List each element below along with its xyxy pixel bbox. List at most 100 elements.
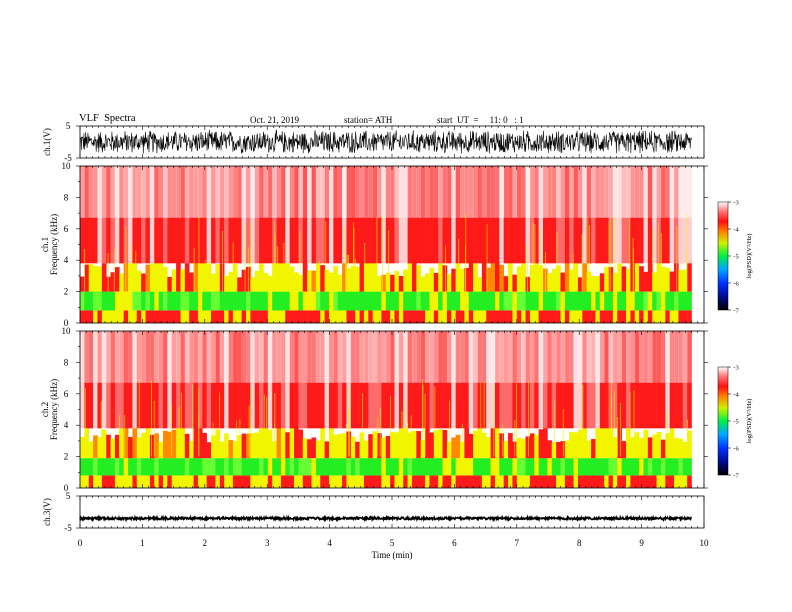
ch2_spec-cell <box>643 458 649 476</box>
ch2_spec-cell <box>599 424 605 459</box>
ch2_spec-cell <box>634 432 640 459</box>
ch1_spec-cell <box>599 273 605 292</box>
ch1_spec-cell <box>280 166 286 264</box>
ch1_spec-cell <box>473 310 478 323</box>
ch1_spec-cell <box>525 291 531 311</box>
ch2_spec-cell <box>508 475 513 488</box>
ch2_spec-cell <box>534 475 539 488</box>
ch1_spec-cell <box>433 310 439 323</box>
ch2_spec-cell <box>612 437 618 459</box>
ch2_spec-cell <box>490 458 496 476</box>
ch1_spec-cell <box>403 310 408 323</box>
ch2_spec-cell <box>612 458 618 476</box>
ch2_spec-cell <box>656 458 662 476</box>
ch2_spec-cell <box>328 458 334 476</box>
ch2_spec-cell <box>643 331 649 429</box>
ch1_spec-cell <box>119 310 124 323</box>
ch1_spec-fade <box>591 166 596 218</box>
ch2_spec-cell <box>280 458 286 476</box>
ch2_spec-cell <box>682 475 688 488</box>
ch2_spec-cell <box>669 427 675 459</box>
ch2_spec-cell <box>280 331 286 429</box>
ch1_spec-cell <box>320 291 325 311</box>
ch2_spec-fade <box>560 331 566 383</box>
ch2_spec-cell <box>560 440 566 459</box>
ch2_spec-cell <box>621 441 627 459</box>
ch2_spec-fade <box>438 331 443 383</box>
ch2_spec-fade <box>110 331 116 383</box>
ch2_spec-fade <box>643 331 649 383</box>
ch2_spec-cell <box>538 475 544 488</box>
ch1_spec-fade <box>429 166 435 218</box>
ch1_spec-cell <box>189 291 194 311</box>
ch2_spec-cell <box>241 433 247 459</box>
ch1_spec-cell <box>259 310 264 323</box>
ch2_spec-cell <box>468 331 474 429</box>
ch3-ylabel: ch.3(V) <box>42 498 52 526</box>
ch2_spec-cell <box>302 475 308 488</box>
ch1_spec-cell <box>372 291 378 311</box>
ch1_spec-cell <box>80 291 85 311</box>
ch1_spec-cell <box>298 310 304 323</box>
ch2_spec-cell <box>486 436 491 459</box>
ch2_spec-cell <box>215 475 221 488</box>
ch1_spec-cell <box>333 166 339 264</box>
ch2_spec-cell <box>141 432 146 459</box>
ch1_spec-cell <box>460 291 465 311</box>
ch1_spec-cell <box>617 291 622 311</box>
x-tick-label: 5 <box>390 538 395 548</box>
ch1_spec-cell <box>241 166 247 264</box>
ch1_spec-fade <box>451 166 456 218</box>
ch1_spec-cell <box>337 310 343 323</box>
ch2_spec-cell <box>289 475 295 488</box>
ch1_spec-cell <box>608 166 614 264</box>
ch1_spec-fade <box>154 166 159 218</box>
ch2_spec-cell <box>508 458 513 476</box>
ch1_spec-cell <box>263 310 269 323</box>
ch2_spec-cell <box>167 475 173 488</box>
ch1_spec-cell <box>285 263 290 292</box>
ch1_spec-cell <box>377 310 382 323</box>
ch1_spec-cell <box>599 310 605 323</box>
ch2_spec-cell <box>525 458 531 476</box>
ch2_spec-fade <box>674 331 679 383</box>
ch1_spec-cell <box>245 291 251 311</box>
ch2_spec-cell <box>193 331 199 429</box>
ch1_spec-cell <box>232 291 238 311</box>
ch1_spec-fade <box>499 166 504 218</box>
ch2_spec-fade <box>455 331 461 383</box>
ch1_spec-fade <box>93 166 98 218</box>
ch2_spec-cell <box>621 475 627 488</box>
ch1_spec-cell <box>573 291 579 311</box>
ch2_spec-cell <box>346 458 352 476</box>
x-axis-label: Time (min) <box>372 550 413 560</box>
ch2_spec-cell <box>687 430 692 459</box>
ch1_spec-fade <box>97 166 103 218</box>
ch2_spec-cell <box>586 458 592 476</box>
ch2_spec-cell <box>394 331 400 429</box>
y-tick-label: 0 <box>64 318 69 328</box>
ch2_spec-cell <box>241 331 247 429</box>
ch2_spec-cell <box>626 428 631 459</box>
ch2_spec-cell <box>149 434 155 459</box>
ch1_spec-cell <box>460 310 465 323</box>
ch1_spec-fade <box>346 166 352 218</box>
ch1_spec-cell <box>237 310 242 323</box>
ch1_spec-cell <box>455 310 461 323</box>
ch1_spec-fade <box>88 166 94 218</box>
ch2_spec-fade <box>298 331 304 383</box>
ch2_spec-cell <box>342 475 347 488</box>
ch1_spec-cell <box>425 166 430 264</box>
ch2_spec-cell <box>232 475 238 488</box>
ch1_spec-cell <box>128 166 133 264</box>
ch1_spec-cell <box>591 166 596 264</box>
ch1_spec-cell <box>420 291 426 311</box>
ch1_spec-fade <box>123 166 129 218</box>
ch1_spec-fade <box>608 166 614 218</box>
ch2_spec-fade <box>359 331 365 383</box>
ch2_spec-fade <box>215 331 221 383</box>
ch1_spec-cell <box>446 273 452 292</box>
ch1_spec-cell <box>346 291 352 311</box>
ch1_spec-cell <box>455 261 461 292</box>
ch2_spec-fade <box>442 331 448 383</box>
